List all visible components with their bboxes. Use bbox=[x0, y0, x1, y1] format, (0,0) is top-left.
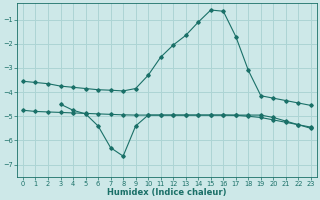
X-axis label: Humidex (Indice chaleur): Humidex (Indice chaleur) bbox=[107, 188, 227, 197]
